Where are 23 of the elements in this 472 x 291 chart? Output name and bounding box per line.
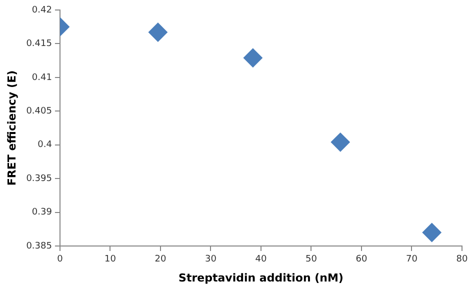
y-tick-label: 0.385 xyxy=(26,241,52,252)
y-tick-label: 0.39 xyxy=(32,208,52,218)
x-axis-title: Streptavidin addition (nM) xyxy=(178,271,344,284)
x-tick-label: 20 xyxy=(154,254,166,265)
y-tick-label: 0.395 xyxy=(26,174,52,184)
point xyxy=(148,22,168,42)
y-tick-label: 0.41 xyxy=(32,72,52,83)
x-tick-label: 0 xyxy=(57,254,64,265)
y-axis-title: FRET efficiency (E) xyxy=(5,70,18,186)
x-tick-label: 30 xyxy=(205,254,217,265)
y-tick-label: 0.415 xyxy=(26,39,52,50)
point xyxy=(243,48,262,68)
y-tick-label: 0.42 xyxy=(32,5,52,16)
point xyxy=(422,223,442,242)
point xyxy=(330,132,350,152)
x-tick-label: 70 xyxy=(406,254,418,265)
x-tick-label: 10 xyxy=(104,254,116,265)
x-tick-label: 80 xyxy=(456,254,468,265)
x-tick-label: 60 xyxy=(356,254,368,265)
x-tick-label: 50 xyxy=(306,254,318,265)
y-tick-label: 0.405 xyxy=(26,106,52,116)
x-tick-label: 40 xyxy=(255,254,267,265)
y-tick-label: 0.4 xyxy=(38,140,52,150)
